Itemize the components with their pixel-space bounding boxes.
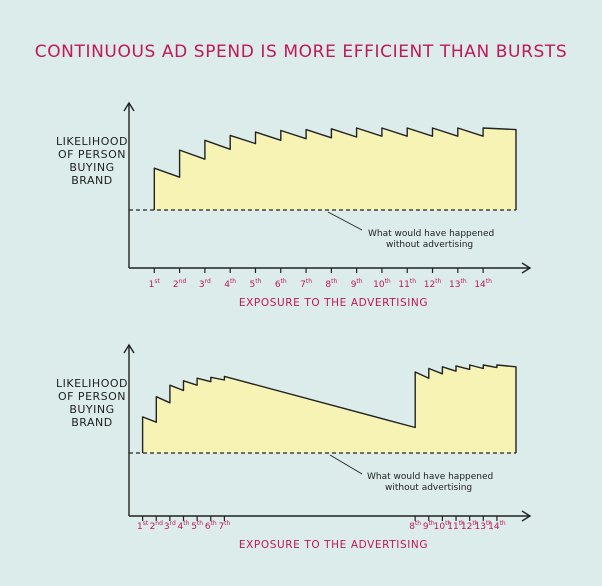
x-tick-label: 2nd bbox=[173, 278, 187, 290]
x-tick-label: 10th bbox=[434, 520, 452, 532]
likelihood-area bbox=[154, 128, 517, 210]
y-axis-label: BRAND bbox=[71, 174, 112, 187]
x-tick-label: 3rd bbox=[199, 278, 211, 290]
x-tick-label: 13th bbox=[449, 278, 467, 290]
x-tick-label: 3rd bbox=[164, 520, 176, 532]
x-axis-label: EXPOSURE TO THE ADVERTISING bbox=[239, 297, 428, 309]
x-tick-label: 4th bbox=[224, 278, 236, 290]
x-tick-label: 5th bbox=[191, 520, 203, 532]
note-leader-line bbox=[327, 211, 363, 231]
chart-panel-1: 1st 2nd 3rd 4th 5th 6th 7th 8th 9th 10th 11th 12th 1… bbox=[56, 101, 532, 309]
y-axis-label: LIKELIHOOD bbox=[56, 135, 128, 148]
x-tick-label: 7th bbox=[218, 520, 230, 532]
likelihood-line bbox=[153, 127, 517, 210]
y-axis-label: BRAND bbox=[71, 416, 112, 429]
y-axis-arrow bbox=[123, 101, 135, 112]
x-tick-label: 9th bbox=[423, 520, 435, 532]
x-tick-label: 5th bbox=[250, 278, 262, 290]
note-leader-line bbox=[329, 454, 363, 475]
y-axis-label: BUYING bbox=[69, 161, 114, 174]
x-tick-label: 12th bbox=[424, 278, 442, 290]
y-axis-label: OF PERSON bbox=[58, 148, 126, 161]
likelihood-line bbox=[141, 364, 517, 453]
x-tick-label: 2nd bbox=[150, 520, 164, 532]
x-axis-arrow bbox=[521, 510, 532, 522]
x-tick-label: 6th bbox=[205, 520, 217, 532]
x-tick-label: 13th bbox=[474, 520, 492, 532]
y-axis-label: OF PERSON bbox=[58, 390, 126, 403]
x-tick-label: 10th bbox=[373, 278, 391, 290]
x-tick-label: 8th bbox=[409, 520, 421, 532]
y-axis-arrow bbox=[123, 343, 135, 354]
x-tick-label: 11th bbox=[447, 520, 465, 532]
y-axis-label: BUYING bbox=[69, 403, 114, 416]
chart-panel-2: 1st 2nd 3rd 4th 5th 6th 7th 8th 9th10th11th12th1… bbox=[56, 343, 532, 551]
x-tick-label: 1st bbox=[137, 520, 149, 532]
x-tick-label: 14th bbox=[474, 278, 492, 290]
baseline-note: What would have happened bbox=[368, 229, 494, 239]
x-axis-arrow bbox=[521, 262, 532, 274]
x-tick-label: 14th bbox=[488, 520, 506, 532]
x-tick-label: 12th bbox=[461, 520, 479, 532]
baseline-note: without advertising bbox=[385, 483, 472, 493]
x-tick-label: 11th bbox=[398, 278, 416, 290]
chart-title: CONTINUOUS AD SPEND IS MORE EFFICIENT TH… bbox=[34, 42, 568, 62]
x-tick-label: 7th bbox=[300, 278, 312, 290]
baseline-note: without advertising bbox=[386, 240, 473, 250]
x-tick-label: 6th bbox=[275, 278, 287, 290]
x-tick-label: 1st bbox=[149, 278, 161, 290]
x-axis-label: EXPOSURE TO THE ADVERTISING bbox=[239, 539, 428, 551]
baseline-note: What would have happened bbox=[367, 472, 493, 482]
likelihood-area bbox=[142, 365, 516, 453]
x-tick-label: 9th bbox=[351, 278, 363, 290]
y-axis-label: LIKELIHOOD bbox=[56, 377, 128, 390]
x-tick-label: 8th bbox=[325, 278, 337, 290]
x-tick-label: 4th bbox=[178, 520, 190, 532]
